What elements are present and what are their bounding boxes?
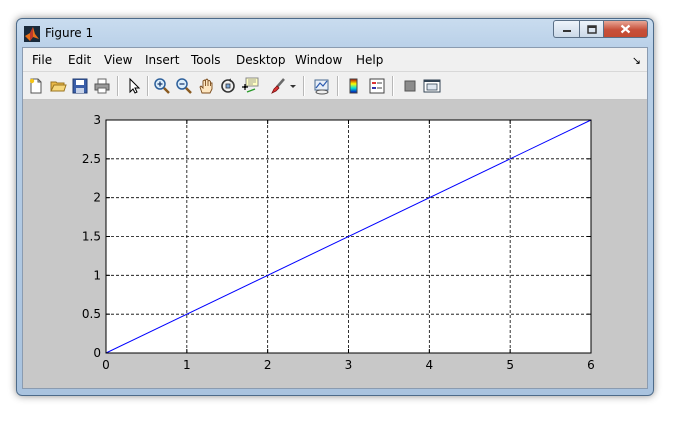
rotate-3d-icon[interactable] bbox=[219, 77, 237, 95]
link-plot-icon[interactable] bbox=[313, 77, 331, 95]
menu-help[interactable]: Help bbox=[356, 53, 384, 67]
line-plot[interactable]: 0 1 2 3 4 5 6 0 0.5 1 1.5 2 2.5 3 bbox=[23, 100, 647, 388]
figure-canvas[interactable]: 0 1 2 3 4 5 6 0 0.5 1 1.5 2 2.5 3 bbox=[23, 100, 647, 388]
zoom-out-icon[interactable] bbox=[175, 77, 193, 95]
close-button[interactable] bbox=[604, 20, 648, 38]
y-tick-label: 1.5 bbox=[82, 230, 101, 244]
menu-insert[interactable]: Insert bbox=[145, 53, 180, 67]
toolbar-separator bbox=[147, 76, 149, 96]
y-tick-label: 1 bbox=[93, 268, 101, 282]
show-plot-tools-icon[interactable] bbox=[423, 77, 441, 95]
figure-toolbar bbox=[23, 72, 647, 100]
maximize-button[interactable] bbox=[579, 20, 604, 38]
maximize-icon bbox=[586, 24, 597, 34]
save-icon[interactable] bbox=[71, 77, 89, 95]
minimize-button[interactable] bbox=[553, 20, 579, 38]
y-tick-label: 2.5 bbox=[82, 152, 101, 166]
figure-window: Figure 1 File Edit View Insert Tools Des… bbox=[16, 18, 654, 396]
data-cursor-icon[interactable] bbox=[241, 77, 259, 95]
toolbar-separator bbox=[337, 76, 339, 96]
matlab-logo-icon bbox=[24, 26, 40, 42]
toolbar-separator bbox=[117, 76, 119, 96]
y-tick-label: 2 bbox=[93, 191, 101, 205]
zoom-in-icon[interactable] bbox=[153, 77, 171, 95]
dock-arrow-icon[interactable]: ↘ bbox=[631, 54, 641, 67]
y-tick-label: 3 bbox=[93, 113, 101, 127]
hide-plot-tools-icon[interactable] bbox=[401, 77, 419, 95]
y-tick-label: 0 bbox=[93, 346, 101, 360]
figure-client-area: File Edit View Insert Tools Desktop Wind… bbox=[22, 47, 648, 389]
pan-hand-icon[interactable] bbox=[197, 77, 215, 95]
x-tick-label: 5 bbox=[506, 358, 514, 372]
x-tick-label: 2 bbox=[264, 358, 272, 372]
menu-edit[interactable]: Edit bbox=[68, 53, 92, 67]
toolbar-separator bbox=[303, 76, 305, 96]
menu-window[interactable]: Window bbox=[295, 53, 343, 67]
legend-icon[interactable] bbox=[368, 77, 386, 95]
menu-file[interactable]: File bbox=[32, 53, 53, 67]
x-tick-label: 6 bbox=[587, 358, 595, 372]
y-tick-label: 0.5 bbox=[82, 307, 101, 321]
close-icon bbox=[620, 24, 631, 34]
x-tick-label: 4 bbox=[426, 358, 434, 372]
open-file-icon[interactable] bbox=[49, 77, 67, 95]
dropdown-arrow-icon[interactable] bbox=[289, 77, 297, 95]
print-icon[interactable] bbox=[93, 77, 111, 95]
menu-tools[interactable]: Tools bbox=[191, 53, 221, 67]
window-title: Figure 1 bbox=[45, 26, 94, 40]
new-figure-icon[interactable] bbox=[27, 77, 45, 95]
colorbar-icon[interactable] bbox=[345, 77, 363, 95]
minimize-icon bbox=[562, 30, 571, 32]
menu-desktop[interactable]: Desktop bbox=[236, 53, 286, 67]
x-tick-label: 0 bbox=[102, 358, 110, 372]
toolbar-separator bbox=[392, 76, 394, 96]
menu-bar: File Edit View Insert Tools Desktop Wind… bbox=[23, 48, 647, 72]
title-bar[interactable]: Figure 1 bbox=[17, 19, 653, 47]
x-tick-label: 3 bbox=[345, 358, 353, 372]
x-tick-label: 1 bbox=[183, 358, 191, 372]
series-line[interactable] bbox=[105, 119, 592, 354]
pointer-icon[interactable] bbox=[125, 77, 143, 95]
brush-icon[interactable] bbox=[269, 77, 287, 95]
menu-view[interactable]: View bbox=[104, 53, 133, 67]
